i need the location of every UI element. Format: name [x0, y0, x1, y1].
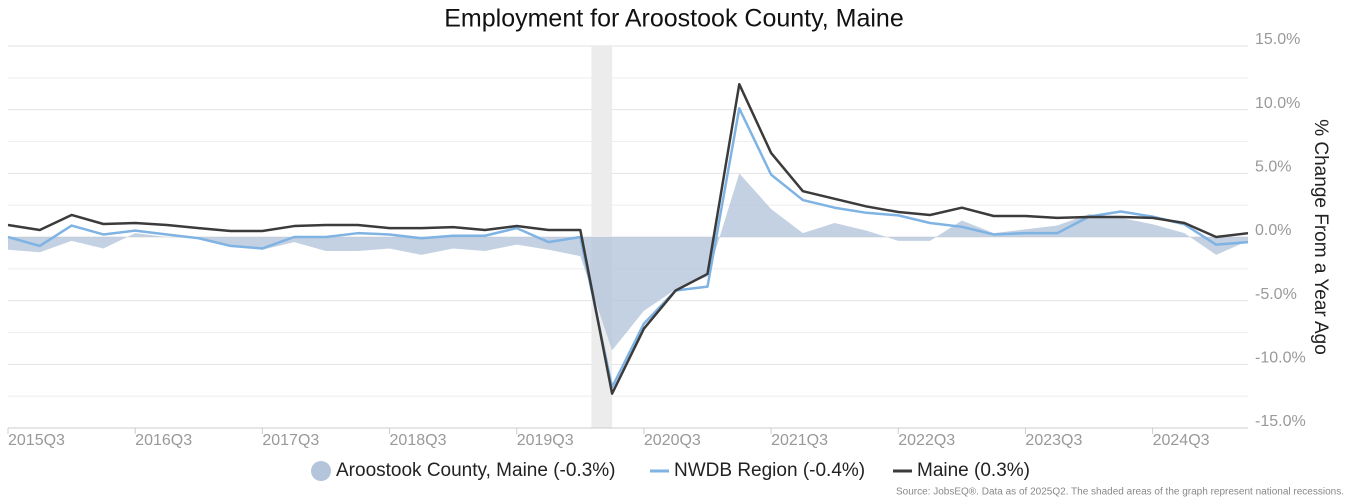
x-tick-label: 2020Q3: [644, 432, 701, 449]
x-tick-label: 2015Q3: [8, 432, 65, 449]
legend-label: Maine (0.3%): [917, 460, 1030, 481]
y-tick-label: 0.0%: [1255, 222, 1291, 239]
y-axis-title: % Change From a Year Ago: [1310, 119, 1331, 355]
x-tick-label: 2018Q3: [390, 432, 447, 449]
y-tick-label: 15.0%: [1255, 31, 1300, 48]
x-tick-label: 2016Q3: [135, 432, 192, 449]
legend-swatch: [311, 461, 331, 481]
x-tick-label: 2019Q3: [517, 432, 574, 449]
line-series: [7, 107, 1249, 389]
x-tick-label: 2017Q3: [262, 432, 319, 449]
y-tick-label: -15.0%: [1255, 413, 1306, 430]
line-series: [7, 82, 1249, 395]
y-tick-label: 10.0%: [1255, 95, 1300, 112]
chart-title: Employment for Aroostook County, Maine: [444, 5, 903, 33]
legend-label: Aroostook County, Maine (-0.3%): [336, 460, 616, 481]
y-tick-label: -5.0%: [1255, 286, 1297, 303]
y-tick-label: 5.0%: [1255, 159, 1291, 176]
x-tick-label: 2023Q3: [1025, 432, 1082, 449]
x-tick-label: 2024Q3: [1153, 432, 1210, 449]
x-tick-label: 2021Q3: [771, 432, 828, 449]
x-tick-label: 2022Q3: [898, 432, 955, 449]
area-series: [8, 173, 1248, 351]
source-note: Source: JobsEQ®. Data as of 2025Q2. The …: [896, 487, 1344, 498]
y-tick-label: -10.0%: [1255, 350, 1306, 367]
legend-label: NWDB Region (-0.4%): [674, 460, 865, 481]
